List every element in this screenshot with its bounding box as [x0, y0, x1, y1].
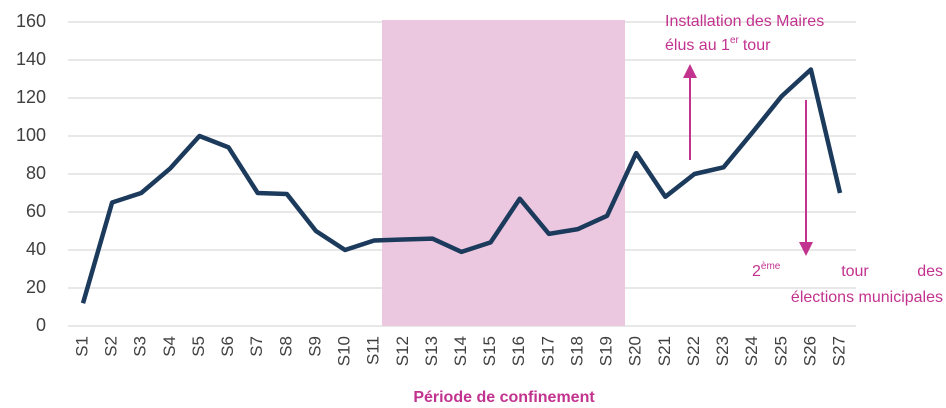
x-tick-label: S15: [480, 336, 499, 366]
y-tick-label: 80: [26, 163, 46, 183]
y-tick-label: 0: [36, 315, 46, 335]
x-tick-label: S11: [364, 336, 383, 365]
x-tick-label: S8: [276, 336, 295, 357]
y-tick-label: 100: [16, 125, 46, 145]
y-tick-label: 140: [16, 49, 46, 69]
x-tick-label: S16: [509, 336, 528, 366]
y-tick-label: 160: [16, 11, 46, 31]
x-tick-label: S1: [72, 336, 91, 357]
x-tick-label: S18: [567, 336, 586, 366]
annotation-text: Installation des Maires: [665, 13, 824, 30]
x-tick-label: S13: [422, 336, 441, 366]
x-tick-label: S7: [247, 336, 266, 357]
y-tick-label: 20: [26, 277, 46, 297]
y-tick-label: 40: [26, 239, 46, 259]
line: [80, 67, 843, 304]
x-tick-label: S5: [189, 336, 208, 357]
annotation-sup: er: [730, 35, 740, 46]
annotation-text: tour des: [841, 263, 943, 280]
y-tick-label: 120: [16, 87, 46, 107]
annotation-text: élus au 1er tour: [665, 35, 771, 55]
x-tick-label: S10: [335, 336, 354, 366]
arrow-head: [683, 64, 697, 78]
x-tick-label: S19: [597, 336, 616, 366]
x-tick-label: S14: [451, 336, 470, 366]
x-tick-label: S9: [305, 336, 324, 357]
annotation-text: tour: [743, 37, 771, 54]
annotation-text: élus au 1: [665, 37, 730, 54]
x-tick-label: S27: [829, 336, 848, 366]
x-tick-label: S12: [393, 336, 412, 366]
x-tick-label: S21: [655, 336, 674, 366]
x-tick-label: S20: [626, 336, 645, 366]
annotation-sup: ème: [761, 261, 781, 272]
region-label: Période de confinement: [413, 389, 595, 406]
annotation-text: 2: [752, 263, 761, 280]
annotation-text: élections municipales: [791, 289, 943, 306]
confinement-region: [382, 20, 625, 326]
x-tick-label: S2: [102, 336, 121, 357]
x-tick-label: S22: [684, 336, 703, 366]
arrow-head: [799, 242, 813, 256]
x-tick-label: S25: [771, 336, 790, 366]
x-tick-label: S4: [160, 336, 179, 357]
x-tick-label: S24: [742, 336, 761, 366]
x-tick-label: S23: [713, 336, 732, 366]
x-tick-label: S6: [218, 336, 237, 357]
x-tick-label: S17: [538, 336, 557, 366]
annotation-text: 2ème: [752, 261, 781, 281]
y-tick-label: 60: [26, 201, 46, 221]
x-tick-label: S26: [800, 336, 819, 366]
x-tick-label: S3: [131, 336, 150, 357]
